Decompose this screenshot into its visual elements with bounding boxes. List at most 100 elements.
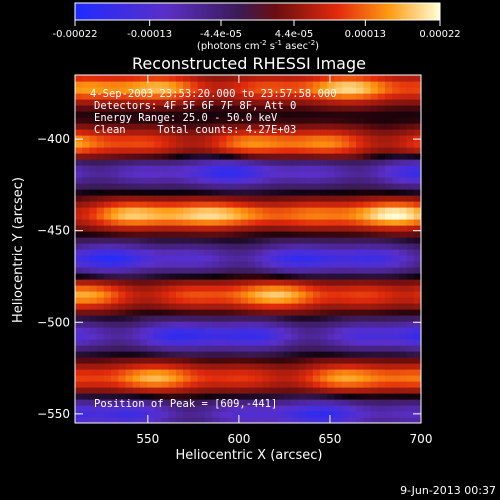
heatmap-cell: [262, 285, 271, 292]
heatmap-cell: [139, 225, 148, 232]
heatmap-cell: [406, 171, 415, 178]
heatmap-cell: [370, 285, 379, 292]
heatmap-cell: [384, 81, 393, 88]
heatmap-cell: [168, 285, 177, 292]
heatmap-cell: [399, 117, 408, 124]
heatmap-cell: [255, 321, 264, 328]
heatmap-cell: [348, 309, 357, 316]
heatmap-cell: [262, 297, 271, 304]
heatmap-cell: [284, 417, 292, 423]
heatmap-cell: [96, 417, 105, 423]
heatmap-cell: [312, 141, 321, 148]
heatmap-cell: [125, 93, 134, 100]
heatmap-cell: [406, 195, 415, 202]
heatmap-cell: [161, 81, 170, 88]
heatmap-cell: [406, 369, 415, 376]
heatmap-cell: [89, 171, 98, 178]
heatmap-cell: [356, 303, 364, 310]
heatmap-cell: [226, 177, 235, 184]
heatmap-cell: [89, 93, 98, 100]
heatmap-cell: [139, 201, 148, 208]
heatmap-cell: [197, 405, 206, 412]
heatmap-cell: [377, 375, 386, 382]
heatmap-cell: [392, 405, 400, 412]
heatmap-cell: [291, 339, 300, 346]
heatmap-cell: [363, 387, 372, 394]
heatmap-cell: [75, 339, 83, 346]
heatmap-cell: [399, 213, 408, 220]
heatmap-cell: [348, 135, 357, 142]
heatmap-cell: [132, 243, 141, 250]
heatmap-cell: [312, 153, 321, 160]
colorbar-tick-label: 0.00022: [419, 29, 460, 40]
heatmap-cell: [413, 141, 421, 148]
heatmap-cell: [139, 333, 148, 340]
heatmap-cell: [96, 399, 105, 406]
heatmap-cell: [305, 411, 314, 418]
heatmap-cell: [125, 225, 134, 232]
heatmap-cell: [190, 219, 199, 226]
heatmap-cell: [103, 279, 112, 286]
heatmap-cell: [147, 357, 155, 364]
heatmap-cell: [190, 159, 199, 166]
heatmap-cell: [298, 369, 307, 376]
heatmap-cell: [103, 93, 112, 100]
heatmap-cell: [118, 93, 127, 100]
heatmap-cell: [175, 243, 184, 250]
heatmap-cell: [75, 357, 83, 364]
heatmap-cell: [320, 153, 328, 160]
heatmap-cell: [118, 219, 127, 226]
heatmap-cell: [96, 225, 105, 232]
heatmap-cell: [139, 207, 148, 214]
heatmap-cell: [154, 159, 163, 166]
heatmap-cell: [262, 171, 271, 178]
heatmap-cell: [82, 303, 91, 310]
heatmap-cell: [305, 141, 314, 148]
heatmap-cell: [334, 75, 343, 82]
heatmap-cell: [392, 237, 400, 244]
heatmap-cell: [255, 327, 264, 334]
heatmap-cell: [248, 237, 256, 244]
heatmap-cell: [312, 249, 321, 256]
heatmap-cell: [298, 81, 307, 88]
heatmap-cell: [312, 321, 321, 328]
heatmap-cell: [147, 339, 155, 346]
heatmap-cell: [399, 111, 408, 118]
heatmap-cell: [190, 147, 199, 154]
heatmap-cell: [132, 273, 141, 280]
heatmap-cell: [298, 231, 307, 238]
heatmap-cell: [226, 327, 235, 334]
heatmap-cell: [356, 387, 364, 394]
heatmap-cell: [190, 201, 199, 208]
heatmap-cell: [384, 105, 393, 112]
heatmap-cell: [298, 273, 307, 280]
heatmap-cell: [406, 75, 415, 82]
heatmap-cell: [305, 105, 314, 112]
heatmap-cell: [269, 195, 278, 202]
heatmap-cell: [269, 219, 278, 226]
heatmap-cell: [348, 357, 357, 364]
heatmap-cell: [103, 309, 112, 316]
heatmap-cell: [111, 411, 119, 418]
heatmap-cell: [240, 195, 249, 202]
heatmap-cell: [190, 93, 199, 100]
heatmap-cell: [89, 231, 98, 238]
heatmap-cell: [341, 171, 350, 178]
heatmap-cell: [118, 261, 127, 268]
heatmap-cell: [276, 399, 285, 406]
heatmap-cell: [175, 213, 184, 220]
heatmap-cell: [219, 327, 227, 334]
heatmap-cell: [125, 315, 134, 322]
heatmap-cell: [161, 249, 170, 256]
heatmap-cell: [118, 387, 127, 394]
heatmap-cell: [190, 261, 199, 268]
heatmap-cell: [233, 177, 242, 184]
heatmap-cell: [197, 141, 206, 148]
heatmap-cell: [399, 357, 408, 364]
heatmap-cell: [384, 99, 393, 106]
heatmap-cell: [406, 87, 415, 94]
heatmap-cell: [377, 357, 386, 364]
heatmap-cell: [204, 315, 213, 322]
heatmap-cell: [197, 285, 206, 292]
heatmap-cell: [132, 225, 141, 232]
